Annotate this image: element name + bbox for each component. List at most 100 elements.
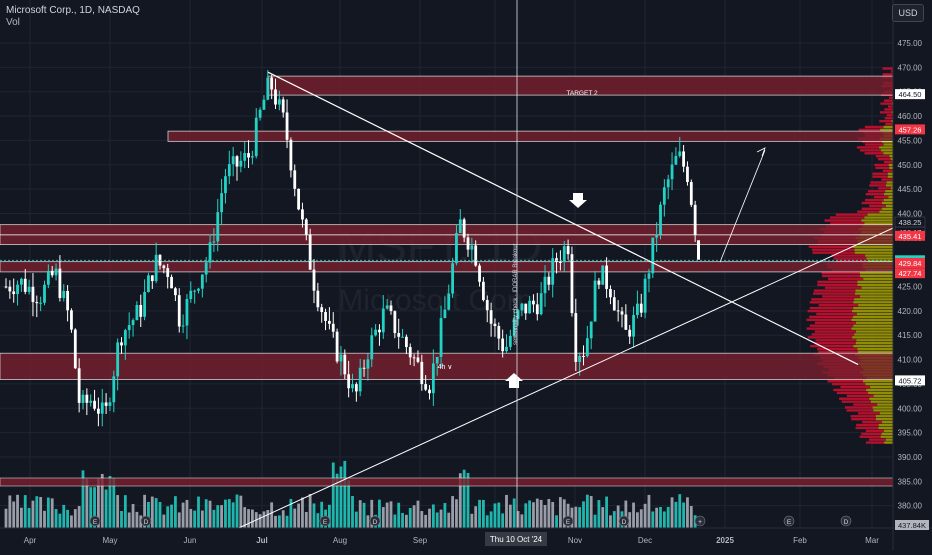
candle-body — [174, 288, 177, 295]
candle-body — [405, 337, 408, 347]
candle-body — [51, 271, 54, 275]
volume-bar — [551, 502, 554, 528]
candle-body — [501, 339, 504, 352]
profile-bin — [852, 310, 893, 312]
volume-bar — [151, 497, 154, 528]
candle-body — [201, 275, 204, 289]
candle-body — [505, 347, 508, 351]
volume-bar — [59, 514, 62, 528]
candle-body — [386, 305, 389, 308]
candle-body — [213, 241, 216, 242]
candle-body — [478, 266, 481, 282]
candle-body — [28, 287, 31, 292]
candle-body — [220, 193, 223, 212]
volume-bar — [120, 511, 123, 528]
profile-bin — [825, 287, 862, 289]
profile-bin — [854, 249, 893, 251]
profile-bin — [884, 108, 893, 110]
profile-bin — [855, 292, 893, 294]
vertical-note: seasonality check ∙ IDORAR Breakout — [513, 243, 519, 345]
currency-button[interactable]: USD — [892, 4, 924, 22]
profile-bin — [884, 99, 893, 101]
volume-bar — [640, 509, 643, 528]
profile-bin — [851, 415, 876, 417]
volume-bar — [16, 495, 19, 528]
volume-bar — [501, 513, 504, 528]
candle-body — [47, 271, 50, 285]
volume-bar — [505, 495, 508, 528]
profile-bin — [876, 155, 890, 157]
candle-body — [351, 384, 354, 388]
volume-bar — [578, 507, 581, 528]
profile-bin — [866, 257, 893, 259]
profile-bin — [882, 421, 893, 423]
profile-bin — [878, 187, 891, 189]
candle-body — [66, 291, 69, 310]
volume-bar — [440, 510, 443, 528]
candle-body — [247, 153, 250, 157]
profile-bin — [819, 304, 858, 306]
price-tick-label: 475.00 — [898, 39, 923, 48]
volume-bar — [424, 515, 427, 528]
volume-bar — [201, 511, 204, 528]
zones — [0, 76, 893, 486]
profile-bin — [856, 342, 893, 344]
volume-bar — [105, 490, 108, 528]
volume-bar — [540, 500, 543, 528]
profile-bin — [873, 175, 888, 177]
volume-bar — [66, 510, 69, 528]
volume-bar — [266, 510, 269, 528]
volume-bar — [436, 512, 439, 528]
price-tick-label: 420.00 — [898, 307, 923, 316]
candle-body — [628, 330, 631, 337]
down-arrow-marker — [569, 193, 587, 208]
plus-icon: + — [698, 519, 702, 526]
price-tag-label: 464.50 — [899, 90, 922, 99]
candle-body — [424, 384, 427, 390]
candle-body — [490, 310, 493, 323]
profile-bin — [810, 301, 853, 303]
profile-bin — [886, 205, 893, 207]
time-tick-label: Apr — [24, 536, 37, 545]
profile-bin — [884, 430, 893, 432]
profile-bin — [860, 149, 881, 151]
profile-bin — [865, 383, 893, 385]
candle-body — [243, 153, 246, 161]
candle-body — [112, 376, 115, 402]
candle-body — [621, 311, 624, 314]
four-hour-label: 4h ∨ — [438, 364, 453, 371]
candle-body — [20, 279, 23, 285]
candle-body — [124, 330, 127, 345]
candle-body — [320, 307, 323, 312]
time-tick-label: Jul — [256, 536, 268, 545]
event-marker-label: E — [93, 519, 98, 526]
projection-arrowhead — [757, 148, 765, 156]
time-tick-label: Mar — [865, 536, 879, 545]
volume-bar — [617, 505, 620, 528]
profile-bin — [871, 400, 893, 402]
price-tick-label: 445.00 — [898, 185, 923, 194]
profile-bin — [878, 158, 891, 160]
volume-bar — [667, 507, 670, 528]
event-marker-label: D — [622, 519, 627, 526]
candle-body — [170, 277, 173, 288]
profile-bin — [857, 348, 893, 350]
volume-bar — [444, 503, 447, 528]
candle-body — [567, 246, 570, 254]
volume-bar — [547, 499, 550, 528]
volume-bar — [35, 496, 38, 528]
candle-body — [251, 156, 254, 157]
profile-bin — [887, 114, 893, 116]
volume-bar — [128, 512, 131, 528]
volume-bar — [259, 514, 262, 528]
profile-bin — [853, 246, 893, 248]
profile-bin — [845, 406, 873, 408]
profile-bin — [860, 436, 881, 438]
event-marker-label: E — [566, 519, 571, 526]
candle-body — [186, 299, 189, 326]
volume-bar — [189, 509, 192, 528]
candle-body — [178, 295, 181, 326]
candle-body — [494, 324, 497, 326]
